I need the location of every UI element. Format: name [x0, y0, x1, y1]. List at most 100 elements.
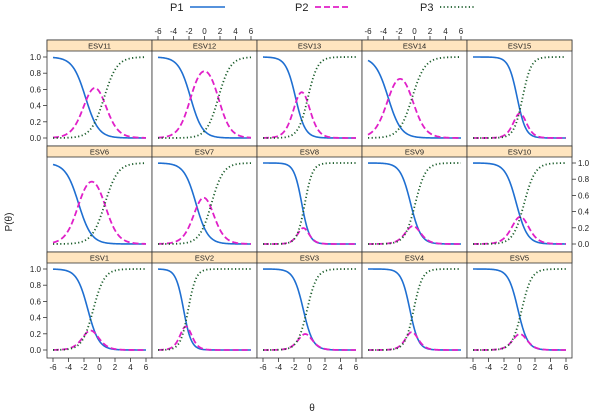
y-tick-label: 0.0	[30, 346, 42, 355]
panel-title: ESV7	[195, 148, 214, 157]
panel-strip	[466, 145, 573, 158]
x-tick-label: -2	[395, 27, 403, 36]
x-tick-label: 2	[428, 27, 433, 36]
curve-p3	[368, 268, 461, 351]
panel-title: ESV11	[88, 42, 111, 51]
panel-title: ESV3	[300, 254, 319, 263]
y-tick-label: 1.0	[30, 53, 42, 62]
x-axis-label: θ	[309, 403, 315, 414]
x-tick-label: 6	[144, 363, 149, 372]
curve-p3	[158, 162, 252, 245]
x-tick-label: -4	[170, 27, 178, 36]
panel-title: ESV1	[90, 254, 109, 263]
panel-frame	[361, 145, 468, 253]
x-tick-label: 2	[113, 363, 118, 372]
curve-p1	[473, 268, 566, 351]
x-tick-label: -4	[65, 363, 73, 372]
y-tick-label: 0.2	[30, 118, 42, 127]
panel-frame	[361, 251, 468, 359]
curve-p2	[263, 227, 356, 245]
y-tick-label: 0.8	[30, 281, 42, 290]
curve-p3	[158, 56, 252, 139]
y-tick-label: 0.4	[578, 208, 590, 217]
curve-p2	[157, 325, 251, 351]
curve-p1	[263, 268, 356, 351]
panel-title: ESV4	[405, 254, 424, 263]
legend-entry-p2: P2	[295, 2, 350, 14]
x-tick-label: 0	[307, 363, 312, 372]
curve-p3	[473, 268, 566, 351]
curve-p1	[262, 56, 356, 139]
panel-strip	[466, 251, 573, 264]
legend-label: P2	[295, 2, 308, 14]
curve-p2	[473, 112, 566, 139]
x-tick-label: -4	[380, 27, 388, 36]
y-tick-label: 1.0	[578, 159, 590, 168]
panel-title: ESV10	[508, 148, 531, 157]
panel-esv3: ESV3	[256, 251, 363, 359]
panel-frame	[46, 145, 153, 253]
x-tick-label: 2	[218, 27, 223, 36]
curve-p2	[368, 225, 461, 245]
curve-p1	[52, 163, 146, 245]
y-tick-label: 0.6	[30, 297, 42, 306]
axes: -6 -4 -2 0 2 4 6 -6 -4 -2 0 2 4 6 -6 -4 -2 0 2 4 6 -6 -4 -2 0 2 4 6…	[30, 27, 590, 372]
panel-frame	[466, 145, 573, 253]
panel-frame	[466, 251, 573, 359]
y-tick-label: 0.0	[578, 240, 590, 249]
panel-esv8: ESV8	[256, 145, 363, 253]
x-tick-label: 0	[517, 363, 522, 372]
curve-p3	[367, 56, 462, 139]
y-tick-label: 0.4	[30, 314, 42, 323]
panel-esv5: ESV5	[466, 251, 573, 359]
x-tick-label: 2	[323, 363, 328, 372]
legend-entry-p1: P1	[170, 2, 225, 14]
x-tick-label: -2	[80, 363, 88, 372]
panel-esv2: ESV2	[151, 251, 258, 359]
curve-p2	[262, 91, 356, 139]
panel-esv15: ESV15	[466, 39, 573, 147]
y-tick-label: 0.8	[578, 175, 590, 184]
x-tick-label: -2	[290, 363, 298, 372]
y-tick-label: 0.4	[30, 102, 42, 111]
curve-p2	[52, 329, 146, 351]
x-tick-label: 4	[128, 363, 133, 372]
x-tick-label: -2	[500, 363, 508, 372]
curve-p3	[368, 162, 461, 245]
curve-p2	[52, 180, 147, 245]
panel-title: ESV15	[508, 42, 531, 51]
panel-esv1: ESV1	[46, 251, 153, 359]
panel-esv4: ESV4	[361, 251, 468, 359]
curve-p3	[53, 56, 147, 139]
x-tick-label: 4	[443, 27, 448, 36]
panel-esv11: ESV11	[46, 39, 153, 147]
curve-p1	[157, 56, 251, 139]
y-tick-label: 0.0	[30, 134, 42, 143]
x-tick-label: -4	[275, 363, 283, 372]
panel-title: ESV8	[300, 148, 319, 157]
x-tick-label: 4	[233, 27, 238, 36]
panel-esv7: ESV7	[151, 145, 258, 253]
y-tick-label: 0.2	[578, 224, 590, 233]
curve-p1	[52, 56, 146, 139]
legend-label: P3	[420, 2, 433, 14]
x-tick-label: 0	[412, 27, 417, 36]
panel-esv10: ESV10	[466, 145, 573, 253]
panel-frame	[256, 251, 363, 359]
panel-title: ESV13	[298, 42, 321, 51]
x-tick-label: 4	[548, 363, 553, 372]
x-tick-label: 0	[97, 363, 102, 372]
curve-p3	[157, 268, 251, 351]
curve-p2	[368, 331, 461, 351]
x-tick-label: 0	[202, 27, 207, 36]
y-axis-label: P(θ)	[4, 213, 15, 232]
y-tick-label: 0.6	[30, 85, 42, 94]
curve-p3	[263, 162, 356, 245]
curve-p3	[263, 56, 356, 139]
curve-p3	[53, 162, 147, 245]
y-tick-label: 0.6	[578, 191, 590, 200]
panel-frame	[466, 39, 573, 147]
panel-title: ESV12	[193, 42, 216, 51]
x-tick-label: -6	[364, 27, 372, 36]
